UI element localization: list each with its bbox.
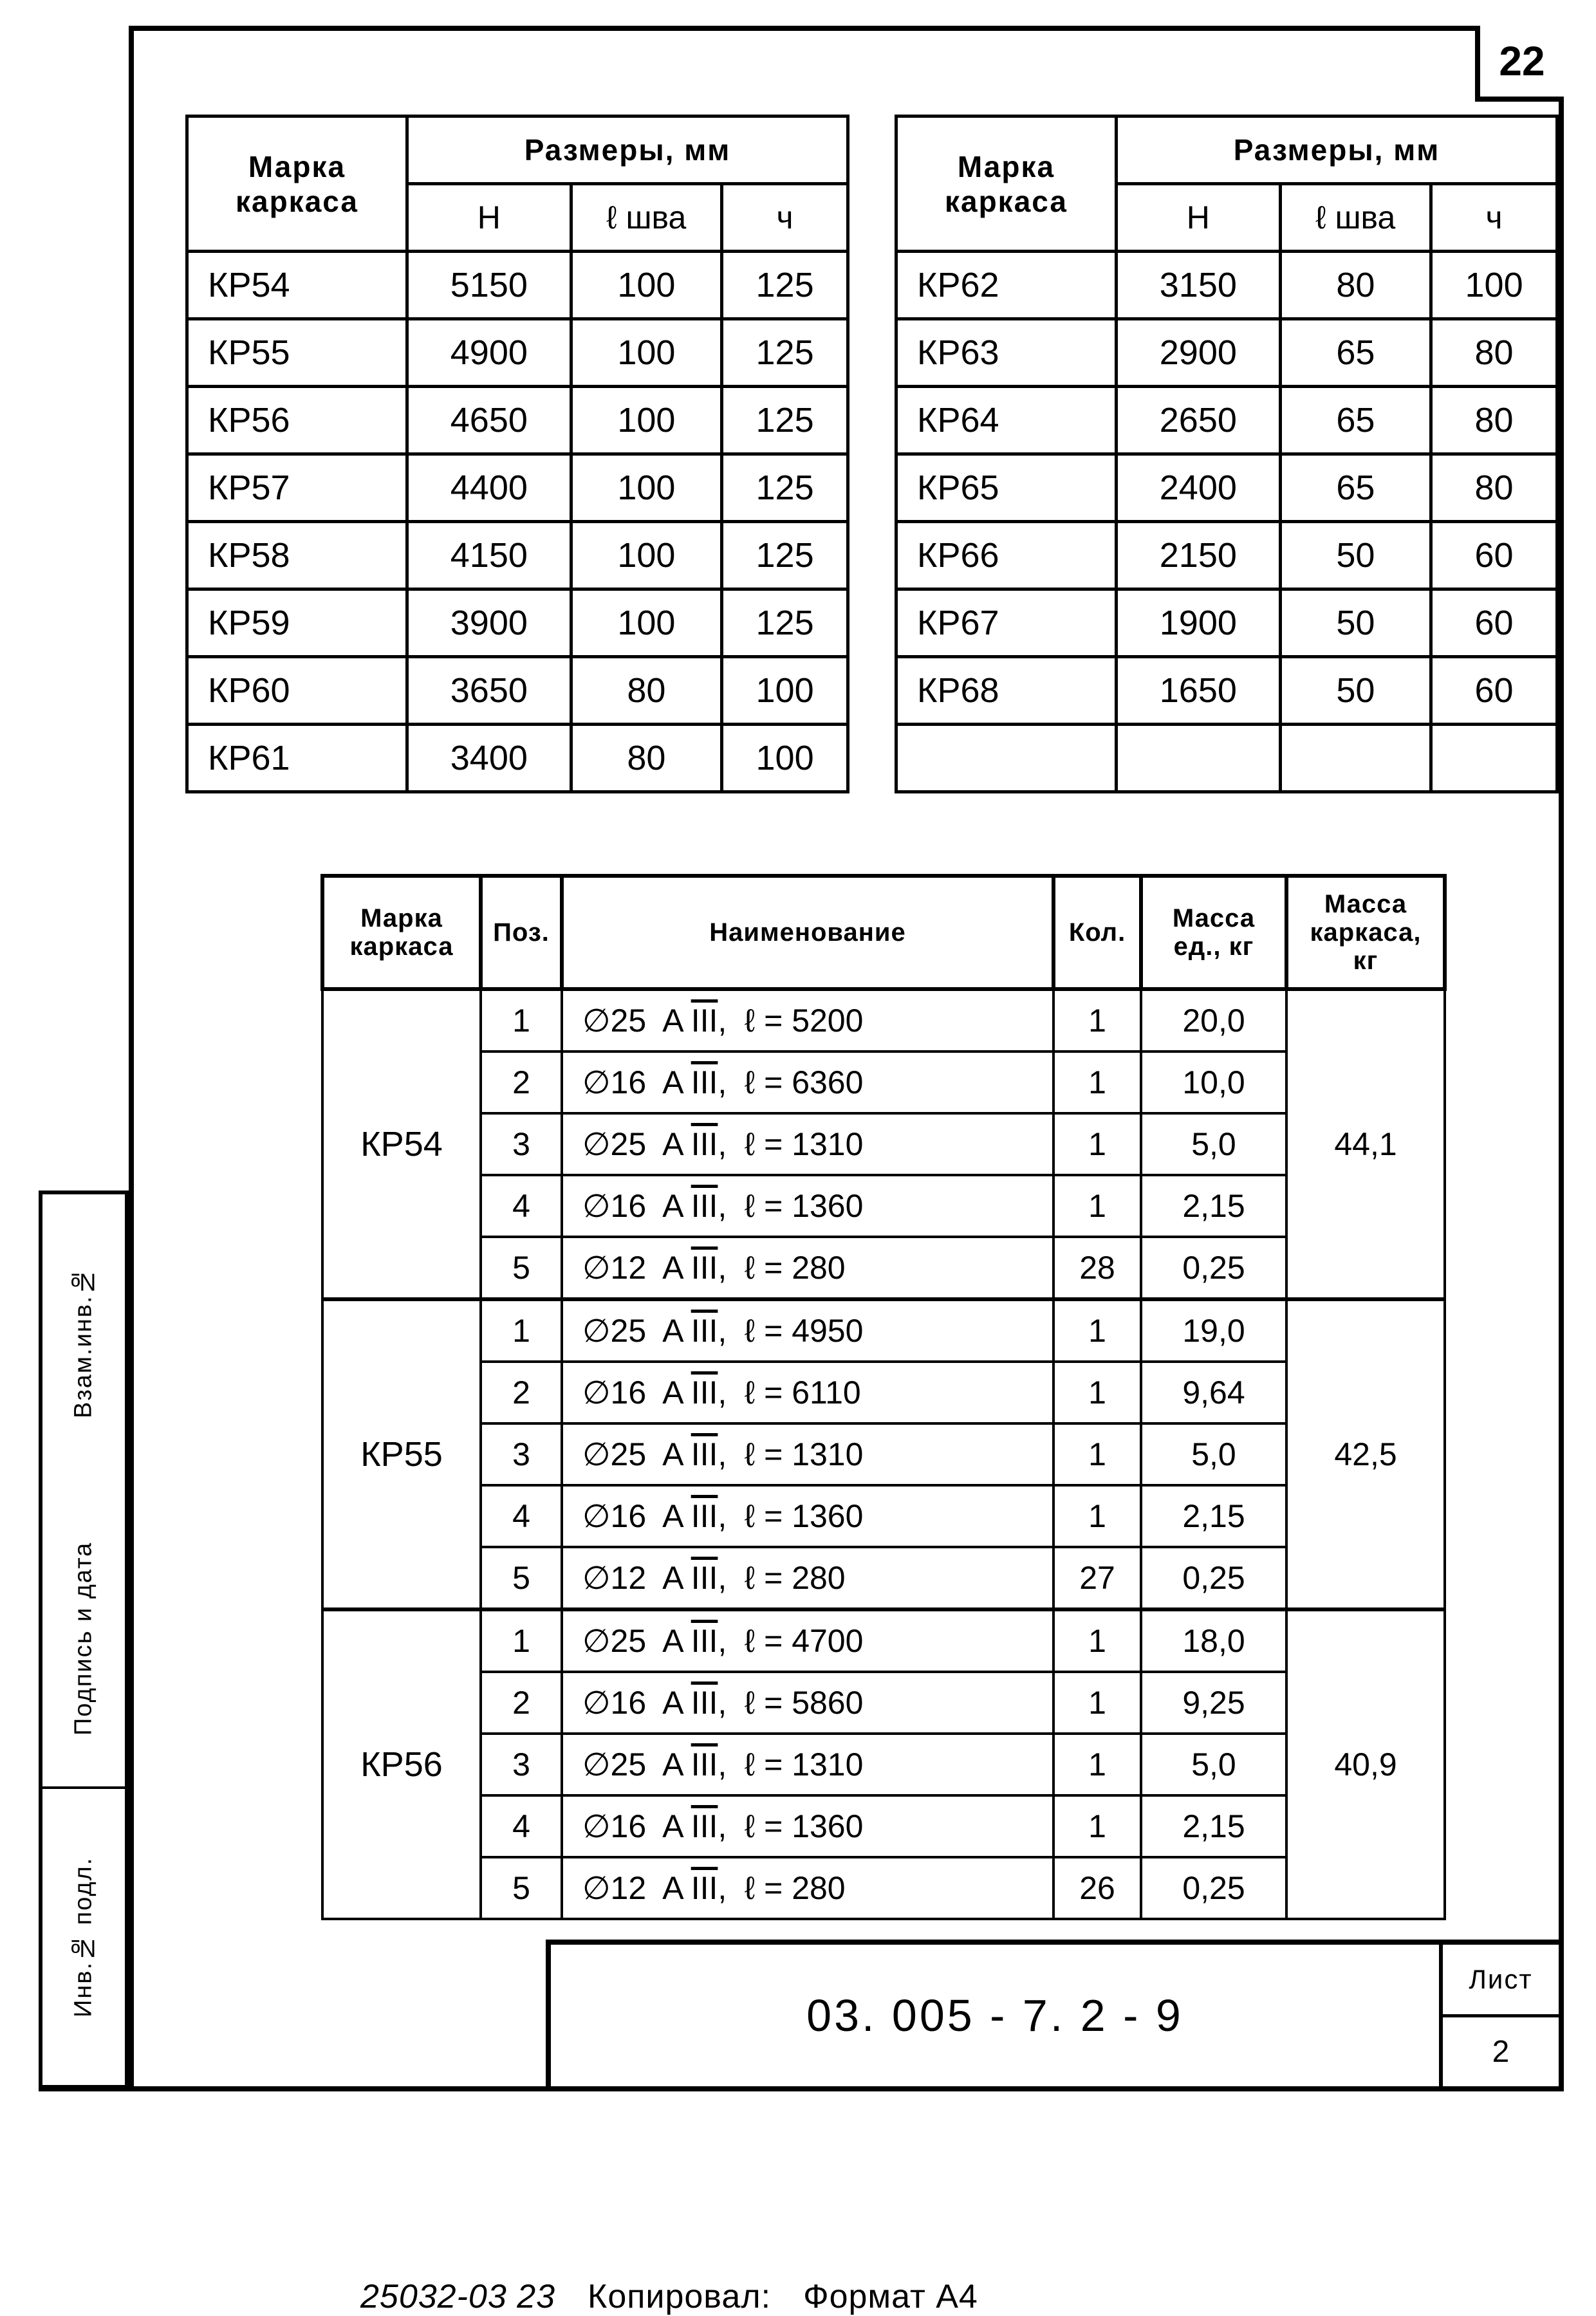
dim-row: КР63 2900 65 80: [896, 319, 1557, 387]
drawing-code: 03. 005 - 7. 2 - 9: [551, 1945, 1439, 2086]
dim-row: КР65 2400 65 80: [896, 454, 1557, 522]
spec-row: 2∅16 A III, ℓ = 611019,64: [322, 1362, 1445, 1423]
spec-row: 2∅16 A III, ℓ = 586019,25: [322, 1672, 1445, 1734]
sheet-label: Лист: [1443, 1945, 1559, 2017]
sheet-number: 2: [1443, 2017, 1559, 2087]
dim-row: КР57 4400 100 125: [187, 454, 848, 522]
specification-table: Марка каркаса Поз. Наименование Кол. Мас…: [320, 874, 1447, 1920]
dim-row: КР59 3900 100 125: [187, 589, 848, 657]
spec-row: 2∅16 A III, ℓ = 6360110,0: [322, 1051, 1445, 1113]
dim-row: КР61 3400 80 100: [187, 725, 848, 792]
side-sign-date: Подпись и дата: [42, 1490, 125, 1789]
spec-row: 3∅25 A III, ℓ = 131015,0: [322, 1113, 1445, 1175]
side-vzam-inv: Взам.инв.№: [42, 1194, 125, 1490]
spec-row: 5∅12 A III, ℓ = 280270,25: [322, 1547, 1445, 1609]
spec-row: 5∅12 A III, ℓ = 280260,25: [322, 1857, 1445, 1919]
drawing-frame: 22 Марка каркаса Размеры, мм H ℓ шва ч К…: [129, 26, 1564, 2091]
dim-row: КР55 4900 100 125: [187, 319, 848, 387]
dim-row: КР66 2150 50 60: [896, 522, 1557, 589]
footer-format: Формат А4: [803, 2277, 978, 2316]
spec-row: 3∅25 A III, ℓ = 131015,0: [322, 1423, 1445, 1485]
binding-margin: Инв.№ подл. Подпись и дата Взам.инв.№: [39, 1190, 129, 2091]
dim-row: КР60 3650 80 100: [187, 657, 848, 725]
page-number: 22: [1475, 26, 1564, 102]
spec-row: 4∅16 A III, ℓ = 136012,15: [322, 1175, 1445, 1237]
dim-row: КР54 5150 100 125: [187, 252, 848, 319]
spec-row: 4∅16 A III, ℓ = 136012,15: [322, 1485, 1445, 1547]
spec-row: 4∅16 A III, ℓ = 136012,15: [322, 1795, 1445, 1857]
dim-row: КР64 2650 65 80: [896, 387, 1557, 454]
title-block: 03. 005 - 7. 2 - 9 Лист 2: [546, 1940, 1564, 2091]
dim-row: КР62 3150 80 100: [896, 252, 1557, 319]
dim-row: КР67 1900 50 60: [896, 589, 1557, 657]
spec-row: 5∅12 A III, ℓ = 280280,25: [322, 1237, 1445, 1299]
spec-row: 3∅25 A III, ℓ = 131015,0: [322, 1734, 1445, 1795]
footer-order-num: 25032-03 23: [360, 2277, 555, 2316]
dimensions-table-left: Марка каркаса Размеры, мм H ℓ шва ч КР54…: [185, 115, 849, 793]
dim-row: КР56 4650 100 125: [187, 387, 848, 454]
spec-row: КР551∅25 A III, ℓ = 4950119,042,5: [322, 1299, 1445, 1362]
dim-row: КР58 4150 100 125: [187, 522, 848, 589]
dim-row: КР68 1650 50 60: [896, 657, 1557, 725]
dim-row: [896, 725, 1557, 792]
side-inv-podl: Инв.№ подл.: [42, 1789, 125, 2088]
spec-row: КР561∅25 A III, ℓ = 4700118,040,9: [322, 1609, 1445, 1672]
footer-copied-by: Копировал:: [588, 2277, 771, 2316]
dimensions-table-right: Марка каркаса Размеры, мм H ℓ шва ч КР62…: [895, 115, 1559, 793]
spec-row: КР541∅25 A III, ℓ = 5200120,044,1: [322, 989, 1445, 1051]
footer-line: 25032-03 23 Копировал: Формат А4: [360, 2277, 978, 2316]
